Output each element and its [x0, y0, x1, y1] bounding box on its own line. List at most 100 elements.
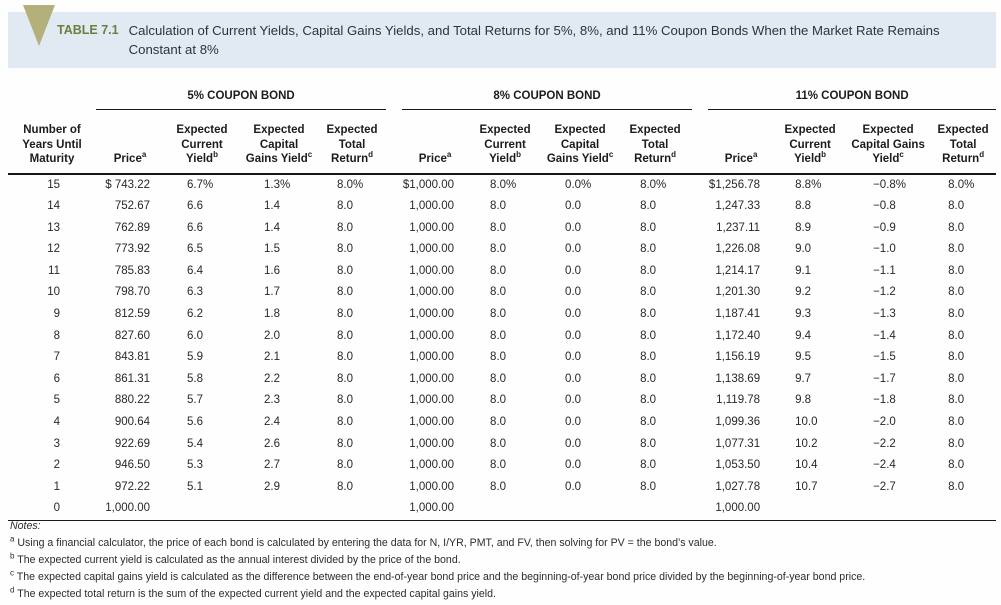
capital-gains-yield-cell: 0.0	[542, 282, 618, 304]
yield-value: 2.3	[264, 394, 280, 407]
yield-value: 0.0	[565, 416, 582, 429]
price-cell: 1,000.00	[409, 200, 455, 213]
yield-value: 8.0	[640, 308, 657, 321]
current-yield-cell: 8.8	[774, 196, 846, 218]
current-yield-cell: 9.2	[774, 282, 846, 304]
yield-value: −1.2	[873, 286, 896, 299]
yield-value: 0.0	[565, 308, 582, 321]
current-yield-cell: 8.0	[468, 347, 542, 369]
price-cell: 1,000.00	[402, 498, 469, 522]
total-return-cell: 8.0	[930, 477, 996, 499]
footnote-marker: b	[213, 150, 218, 160]
yield-value: 8.0	[640, 416, 657, 429]
capital-gains-yield-cell: 0.0	[542, 218, 618, 240]
price-cell: 1,000.00	[409, 437, 455, 450]
yield-value: 0.0	[565, 329, 582, 342]
price-cell: $ 743.22	[105, 178, 150, 191]
total-return-column-header: Expected Total Returnd	[930, 109, 997, 175]
table-row: 6 861.31 5.8 2.2 8.0 1,000.00 8.0 0.0 8.0 1,138.6…	[8, 369, 996, 391]
yield-value: 0.0	[565, 286, 582, 299]
yield-value: 8.0	[640, 264, 657, 277]
capital-gains-yield-cell: 0.0	[542, 239, 618, 261]
yield-value: 8.0%	[490, 178, 517, 191]
current-yield-column-header: Expected Current Yieldb	[468, 109, 543, 175]
capital-gains-yield-cell: −0.8	[846, 196, 930, 218]
footnote-marker: a	[752, 150, 758, 160]
price-cell: 762.89	[114, 221, 150, 234]
yield-value: 0.0	[565, 221, 582, 234]
group-gap	[386, 70, 402, 110]
current-yield-cell: 9.7	[774, 369, 846, 391]
current-yield-cell: 6.7%	[164, 174, 240, 197]
price-cell: 1,000.00	[409, 372, 455, 385]
maturity-cell: 10	[47, 286, 60, 299]
maturity-cell: 6	[53, 372, 60, 385]
capital-gains-yield-cell: −2.7	[846, 477, 930, 499]
yield-value: 8.0	[490, 480, 507, 493]
column-gap	[386, 477, 402, 499]
price-cell: 861.31	[114, 372, 150, 385]
total-return-cell: 8.0	[318, 412, 386, 434]
yield-value: 8.0	[948, 372, 965, 385]
table-row: 7 843.81 5.9 2.1 8.0 1,000.00 8.0 0.0 8.0 1,156.1…	[8, 347, 996, 369]
current-yield-cell: 9.0	[774, 239, 846, 261]
price-cell: 946.50	[114, 459, 150, 472]
yield-value: 8.0	[337, 351, 354, 364]
yield-value: 8.0%	[948, 178, 975, 191]
column-gap	[386, 261, 402, 283]
capital-gains-yield-cell: 1.3%	[240, 174, 318, 197]
capital-gains-yield-cell: −1.2	[846, 282, 930, 304]
maturity-cell: 12	[47, 243, 60, 256]
column-gap	[692, 196, 708, 218]
price-cell: 1,156.19	[715, 351, 761, 364]
maturity-cell: 9	[53, 308, 60, 321]
current-yield-cell: 8.0	[468, 196, 542, 218]
current-yield-column-header: Expected Current Yieldb	[774, 109, 847, 175]
current-yield-cell: 10.4	[774, 455, 846, 477]
yield-value: 10.4	[795, 459, 818, 472]
capital-gains-yield-cell: 2.2	[240, 369, 318, 391]
yield-value: −2.2	[873, 437, 896, 450]
yield-value: 0.0	[565, 200, 582, 213]
note-a: a Using a financial calculator, the pric…	[10, 535, 993, 552]
yield-value: 2.1	[264, 351, 280, 364]
column-gap	[692, 347, 708, 369]
capital-gains-yield-cell: 1.4	[240, 218, 318, 240]
triangle-marker-icon	[23, 5, 55, 46]
yield-value: 8.0	[337, 200, 354, 213]
yield-value: 5.8	[187, 372, 203, 385]
column-gap	[692, 239, 708, 261]
yield-value: 1.6	[264, 264, 280, 277]
total-return-cell: 8.0	[930, 282, 996, 304]
price-cell: 1,000.00	[409, 351, 455, 364]
column-gap	[692, 261, 708, 283]
group-gap	[692, 70, 708, 110]
column-gap	[386, 347, 402, 369]
footnote-marker: c	[608, 150, 614, 160]
current-yield-cell: 9.1	[774, 261, 846, 283]
price-cell: 1,187.41	[715, 308, 761, 321]
yield-value: 8.0	[490, 286, 507, 299]
total-return-cell: 8.0	[618, 455, 692, 477]
capital-gains-yield-cell: −0.8%	[846, 174, 930, 197]
total-return-cell: 8.0	[930, 390, 996, 412]
price-cell: 900.64	[114, 416, 150, 429]
total-return-cell: 8.0	[318, 282, 386, 304]
price-cell: 1,138.69	[715, 372, 761, 385]
yield-value: 8.0%	[640, 178, 667, 191]
yield-value: 8.8%	[795, 178, 822, 191]
yield-value: 9.2	[795, 286, 812, 299]
yield-value: 6.4	[187, 264, 203, 277]
maturity-cell: 8	[53, 329, 60, 342]
footnote-marker: d	[979, 150, 985, 160]
maturity-cell: 13	[47, 221, 60, 234]
current-yield-cell: 5.9	[164, 347, 240, 369]
current-yield-cell: 6.3	[164, 282, 240, 304]
yield-value: 8.0	[490, 351, 507, 364]
yield-value: 8.0	[640, 394, 657, 407]
total-return-cell: 8.0	[618, 390, 692, 412]
yield-value: 8.0	[948, 221, 965, 234]
yield-value: 8.0	[948, 480, 965, 493]
table-number-label: TABLE 7.1	[57, 23, 119, 37]
footnote-marker: b	[821, 150, 827, 160]
